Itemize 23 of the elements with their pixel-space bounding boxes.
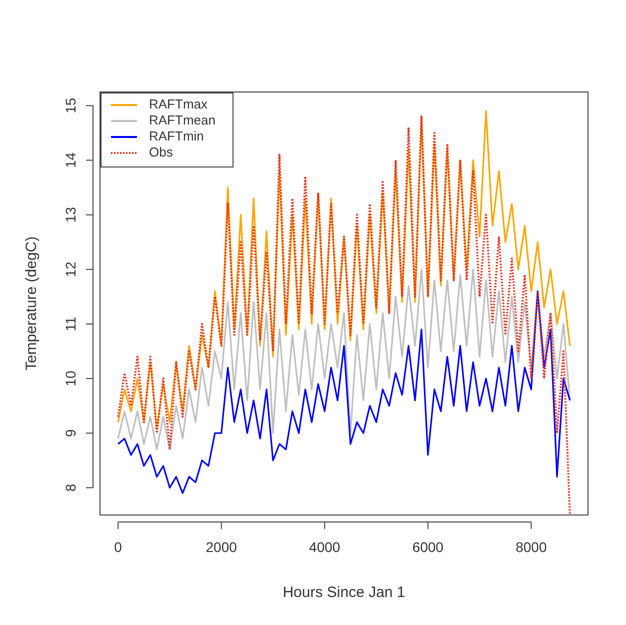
legend-label: RAFTmin xyxy=(149,128,204,144)
y-tick-label: 11 xyxy=(62,316,79,332)
y-tick-label: 14 xyxy=(62,152,79,168)
line-series xyxy=(117,290,571,494)
y-tick-label: 12 xyxy=(62,261,79,278)
y-tick-label: 9 xyxy=(62,429,79,438)
legend-label: Obs xyxy=(149,144,174,160)
y-tick-label: 8 xyxy=(62,484,79,492)
x-tick-label: 6000 xyxy=(412,539,444,555)
x-tick-label: 0 xyxy=(114,539,122,555)
x-tick-label: 4000 xyxy=(309,539,340,555)
y-tick-label: 10 xyxy=(62,370,79,386)
y-tick-label: 13 xyxy=(62,206,79,223)
legend-label: RAFTmean xyxy=(149,112,216,128)
x-tick-label: 8000 xyxy=(516,539,547,555)
line-series xyxy=(117,116,571,515)
line-series xyxy=(117,268,571,450)
line-series xyxy=(117,110,571,428)
legend-label: RAFTmax xyxy=(149,96,208,112)
x-tick-label: 2000 xyxy=(206,539,238,555)
x-axis-title: Hours Since Jan 1 xyxy=(282,584,406,601)
y-tick-label: 15 xyxy=(62,98,79,114)
y-axis-title: Temperature (degC) xyxy=(22,236,40,371)
